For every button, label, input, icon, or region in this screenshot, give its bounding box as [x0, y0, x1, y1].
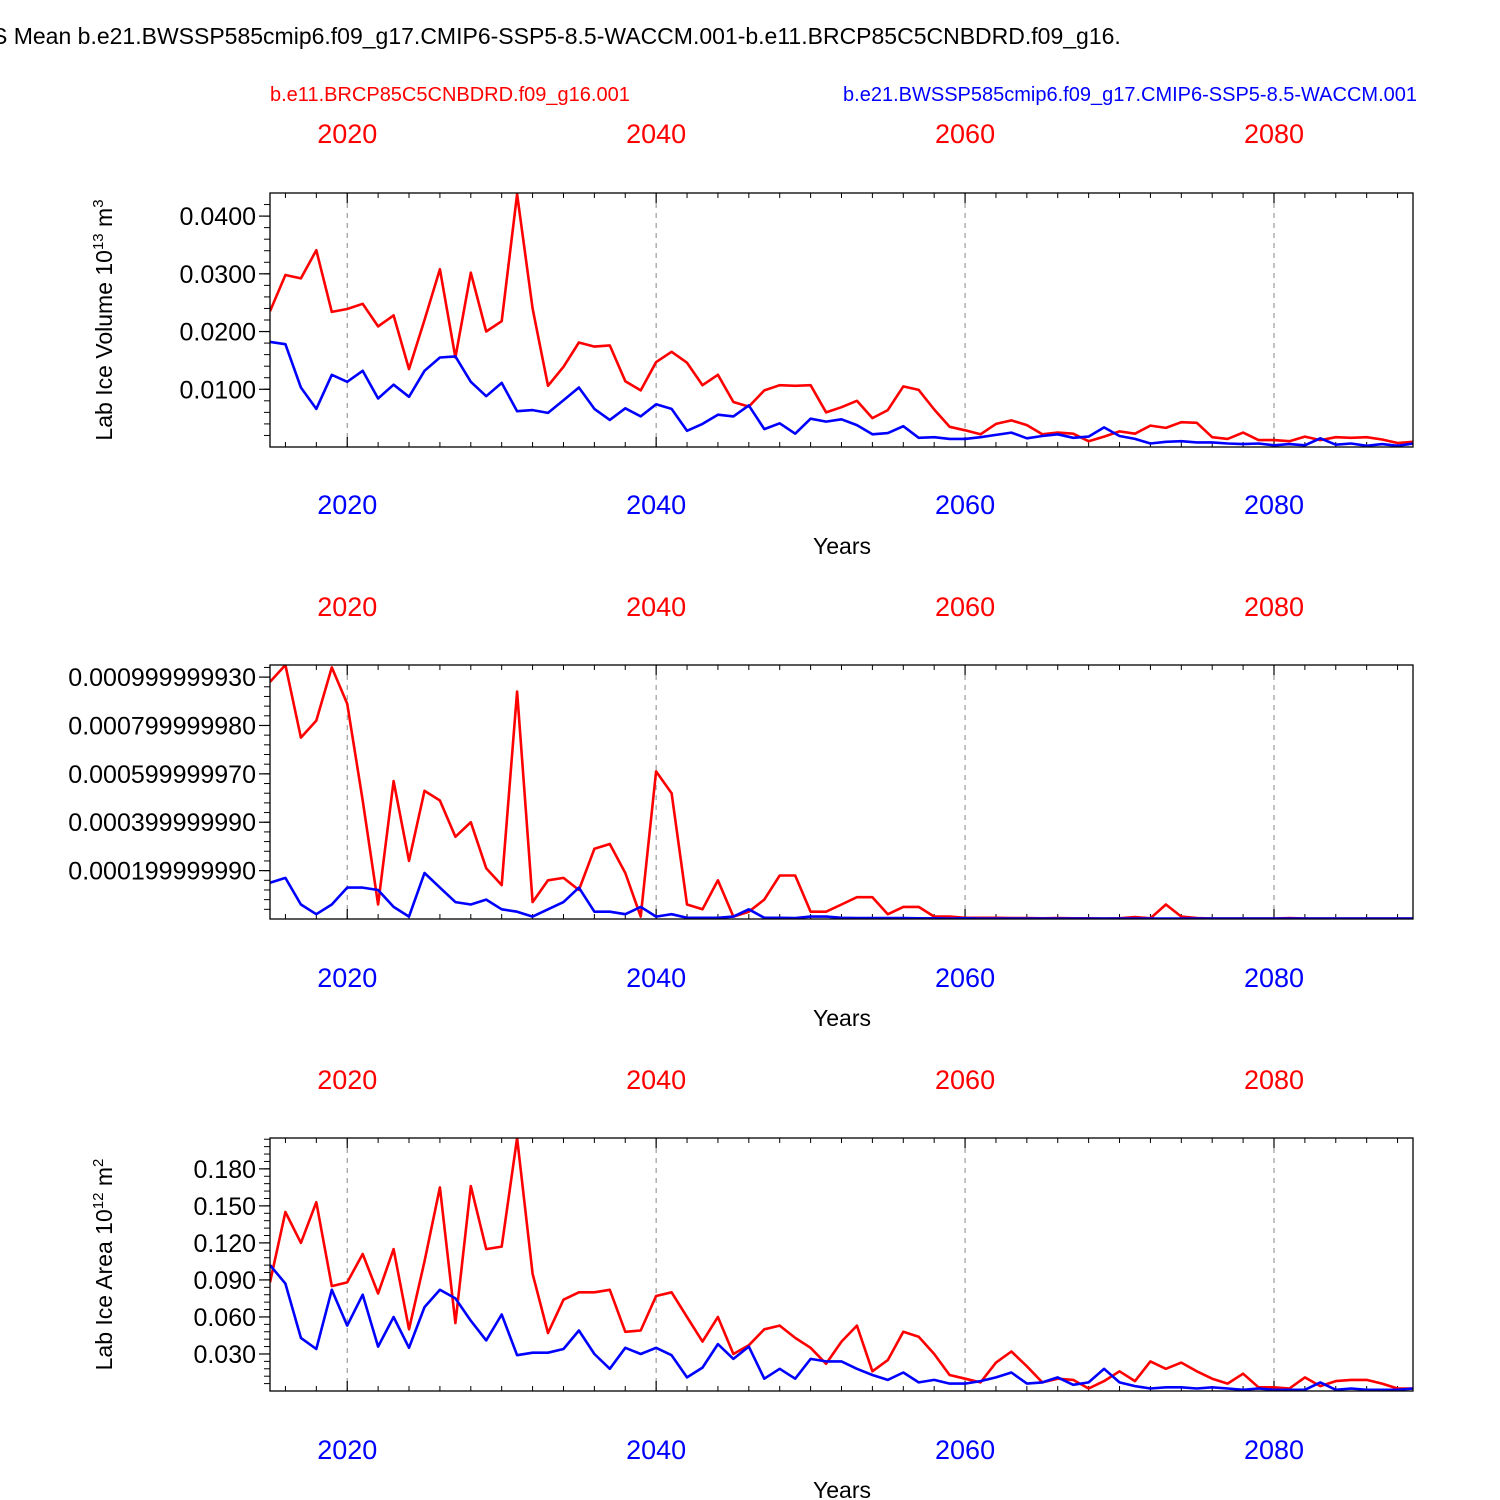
x-bottom-tick-label: 2080	[1244, 963, 1304, 993]
y-tick-label: 0.0300	[180, 261, 256, 289]
plot-frame	[269, 1137, 1414, 1392]
y-tick-label: 0.150	[193, 1193, 256, 1221]
y-tick-label: 0.0400	[180, 203, 256, 231]
series-line-blue	[270, 340, 1413, 447]
x-top-tick-label: 2060	[935, 119, 995, 149]
plot-frame	[269, 192, 1414, 448]
y-tick-label: 0.000199999990	[68, 858, 256, 886]
x-bottom-tick-label: 2040	[626, 490, 686, 520]
x-top-tick-label: 2080	[1244, 119, 1304, 149]
y-tick-label: 0.000999999930	[68, 664, 256, 692]
x-top-tick-label: 2080	[1244, 1065, 1304, 1095]
x-top-tick-label: 2060	[935, 592, 995, 622]
x-bottom-tick-label: 2080	[1244, 1435, 1304, 1465]
y-axis-label: Lab Ice Volume 1013 m3	[90, 199, 117, 440]
panel-ice-thickness: 0.000199999990 0.000399999990 0.0005999999…	[68, 592, 1414, 1031]
x-top-tick-label: 2060	[935, 1065, 995, 1095]
legend-red-label: b.e11.BRCP85C5CNBDRD.f09_g16.001	[270, 84, 630, 106]
x-bottom-tick-label: 2060	[935, 490, 995, 520]
x-top-tick-label: 2020	[317, 592, 377, 622]
x-bottom-tick-label: 2040	[626, 963, 686, 993]
y-tick-label: 0.030	[193, 1341, 256, 1369]
y-tick-label: 0.120	[193, 1230, 256, 1258]
x-bottom-tick-label: 2060	[935, 1435, 995, 1465]
y-tick-label: 0.000399999990	[68, 809, 256, 837]
figure-title: S Mean b.e21.BWSSP585cmip6.f09_g17.CMIP6…	[0, 23, 1121, 49]
x-bottom-tick-label: 2040	[626, 1435, 686, 1465]
x-axis-label: Years	[813, 533, 871, 559]
x-bottom-tick-label: 2080	[1244, 490, 1304, 520]
series-line-red	[270, 193, 1413, 445]
y-tick-label: 0.000599999970	[68, 761, 256, 789]
panel-ice-volume: 0.0100 0.0200 0.0300 0.0400 2020 2020 2040 2040…	[90, 119, 1414, 559]
series-line-red	[270, 1138, 1413, 1390]
y-tick-label: 0.090	[193, 1267, 256, 1295]
y-tick-label: 0.180	[193, 1156, 256, 1184]
panel-ice-area: 0.030 0.060 0.090 0.120 0.150 0.180 2020 2020 20…	[90, 1065, 1414, 1500]
x-bottom-tick-label: 2020	[317, 1435, 377, 1465]
y-tick-label: 0.000799999980	[68, 712, 256, 740]
x-bottom-tick-label: 2020	[317, 490, 377, 520]
y-tick-label: 0.0200	[180, 319, 256, 347]
x-top-tick-label: 2020	[317, 119, 377, 149]
series-line-red	[270, 665, 1413, 919]
x-axis-label: Years	[813, 1005, 871, 1031]
plot-frame	[269, 664, 1414, 920]
x-top-tick-label: 2080	[1244, 592, 1304, 622]
series-line-blue	[270, 1264, 1413, 1391]
y-axis-label: Lab Ice Area 1012 m2	[90, 1159, 117, 1371]
x-top-tick-label: 2040	[626, 1065, 686, 1095]
x-top-tick-label: 2040	[626, 592, 686, 622]
x-top-tick-label: 2020	[317, 1065, 377, 1095]
x-bottom-tick-label: 2020	[317, 963, 377, 993]
legend-blue-label: b.e21.BWSSP585cmip6.f09_g17.CMIP6-SSP5-8…	[843, 84, 1417, 106]
x-bottom-tick-label: 2060	[935, 963, 995, 993]
x-axis-label: Years	[813, 1477, 871, 1500]
series-line-blue	[270, 871, 1413, 919]
y-tick-label: 0.0100	[180, 376, 256, 404]
x-top-tick-label: 2040	[626, 119, 686, 149]
y-tick-label: 0.060	[193, 1304, 256, 1332]
